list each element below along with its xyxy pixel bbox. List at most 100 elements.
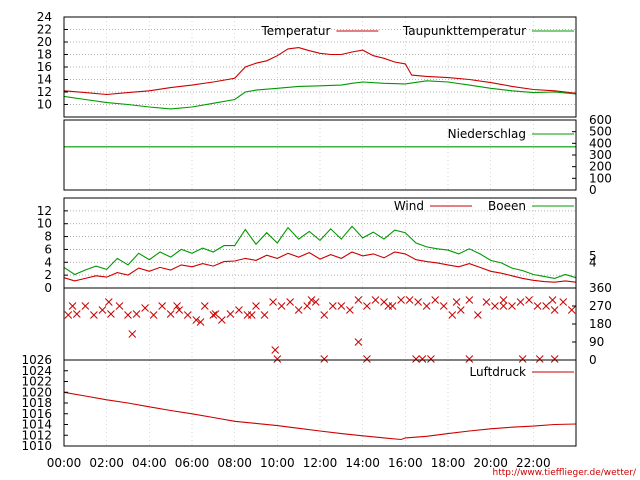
wind-direction-point: [200, 302, 209, 310]
wind-direction-point: [456, 306, 465, 314]
wind-direction-point: [218, 316, 226, 324]
y-tick-label: 10: [37, 98, 52, 112]
wind-direction-point: [516, 298, 525, 306]
wind-direction-point: [124, 311, 132, 319]
x-tick-label: 00:00: [47, 456, 82, 470]
wind-direction-point: [499, 302, 508, 310]
wind-direction-point: [141, 304, 149, 312]
wind-direction-point: [72, 310, 81, 318]
footer-url[interactable]: http://www.tiefflieger.de/wetter/: [493, 468, 637, 478]
wind-direction-point: [448, 311, 457, 319]
wind-direction-point: [499, 296, 508, 304]
y-tick-label: 1010: [21, 439, 52, 453]
wind-direction-point: [166, 310, 175, 318]
legend-label: Boeen: [488, 199, 526, 213]
wind-direction-point: [422, 302, 431, 310]
wind-direction-point: [247, 311, 256, 319]
wind-direction-point: [550, 355, 559, 363]
wind-direction-point: [286, 298, 294, 306]
wind-direction-point: [371, 296, 380, 304]
wind-direction-point: [567, 306, 576, 314]
y-tick-label: 10: [37, 217, 52, 231]
wind-direction-point: [418, 355, 427, 363]
y-tick-label: 0: [589, 183, 597, 197]
wind-direction-point: [474, 311, 482, 319]
wind-direction-point: [132, 310, 141, 318]
wind-direction-point: [439, 302, 448, 310]
wind-direction-point: [508, 302, 516, 310]
y-tick-label: 2: [44, 268, 52, 282]
wind-direction-point: [269, 298, 277, 306]
x-tick-label: 22:00: [516, 456, 551, 470]
right-axis-label: 4: [589, 255, 597, 269]
x-tick-label: 08:00: [217, 456, 252, 470]
y-tick-label: 1012: [21, 428, 52, 442]
y-tick-label: 360: [589, 281, 612, 295]
y-tick-label: 18: [37, 48, 52, 62]
wind-direction-point: [211, 310, 220, 318]
wind-direction-point: [209, 311, 218, 319]
series-line-boeen: [63, 225, 577, 279]
wind-direction-point: [90, 311, 98, 319]
y-tick-label: 1022: [21, 375, 52, 389]
wind-direction-point: [550, 306, 559, 314]
wind-direction-point: [235, 306, 243, 314]
x-tick-label: 10:00: [260, 456, 295, 470]
y-tick-label: 400: [589, 136, 612, 150]
y-tick-label: 14: [37, 73, 52, 87]
time-axis: 00:00 02:00 04:00 06:00 08:00 10:00 12:00 14:00…: [47, 456, 551, 470]
legend-label: Wind: [394, 199, 424, 213]
wind-direction-point: [196, 318, 205, 326]
wind-direction-point: [397, 296, 405, 304]
wind-direction-point: [81, 302, 90, 310]
wind-direction-point: [542, 302, 550, 310]
x-tick-label: 18:00: [431, 456, 466, 470]
y-tick-label: 600: [589, 113, 612, 127]
wind-direction-point: [431, 296, 440, 304]
y-tick-label: 200: [589, 160, 612, 174]
wind-direction-point: [465, 355, 474, 363]
y-tick-label: 1024: [21, 364, 52, 378]
wind-direction-point: [559, 298, 568, 306]
y-tick-label: 4: [44, 255, 52, 269]
y-tick-label: 1016: [21, 407, 52, 421]
wind-direction-point: [363, 355, 371, 363]
wind-direction-point: [412, 355, 420, 363]
y-tick-label: 270: [589, 299, 612, 313]
wind-direction-point: [427, 355, 435, 363]
y-tick-label: 22: [37, 23, 52, 37]
chart-panels: 1012141618202224TaupunkttemperaturTemper…: [21, 10, 611, 453]
wind-direction-point: [271, 346, 280, 354]
wind-direction-point: [183, 311, 192, 319]
legend-label: Taupunkttemperatur: [402, 24, 526, 38]
y-tick-label: 12: [37, 85, 52, 99]
wind-direction-point: [320, 311, 329, 319]
wind-direction-point: [405, 296, 414, 304]
y-tick-label: 24: [37, 10, 52, 24]
x-tick-label: 12:00: [303, 456, 338, 470]
wind-direction-panel: 0 90 180 270 360: [63, 281, 612, 367]
y-tick-label: 20: [37, 35, 52, 49]
series-line-luftdruck: [63, 391, 577, 441]
wind-direction-point: [273, 355, 282, 363]
x-tick-label: 06:00: [175, 456, 210, 470]
y-tick-label: 16: [37, 60, 52, 74]
wind-direction-point: [328, 302, 337, 310]
x-tick-label: 02:00: [89, 456, 124, 470]
wind-direction-point: [482, 298, 491, 306]
wind-direction-point: [252, 302, 260, 310]
y-tick-label: 8: [44, 230, 52, 244]
wind-direction-point: [260, 311, 269, 319]
y-tick-label: 0: [589, 353, 597, 367]
wind-direction-point: [311, 298, 320, 306]
wind-direction-point: [465, 296, 474, 304]
series-line-taupunkttemperatur: [63, 80, 577, 110]
x-tick-label: 14:00: [345, 456, 380, 470]
y-tick-label: 12: [37, 204, 52, 218]
wind-direction-point: [414, 298, 422, 306]
